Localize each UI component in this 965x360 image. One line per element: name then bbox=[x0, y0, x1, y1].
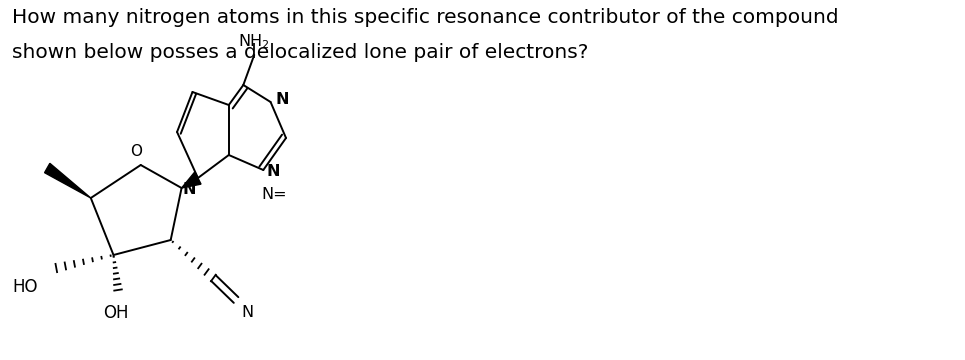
Polygon shape bbox=[181, 172, 201, 188]
Text: N: N bbox=[267, 163, 281, 179]
Text: N: N bbox=[241, 305, 254, 320]
Text: How many nitrogen atoms in this specific resonance contributor of the compound: How many nitrogen atoms in this specific… bbox=[12, 8, 839, 27]
Text: shown below posses a delocalized lone pair of electrons?: shown below posses a delocalized lone pa… bbox=[12, 43, 589, 62]
Text: HO: HO bbox=[13, 278, 39, 296]
Polygon shape bbox=[44, 163, 91, 198]
Text: OH: OH bbox=[103, 304, 129, 322]
Text: N: N bbox=[182, 182, 196, 197]
Text: O: O bbox=[130, 144, 142, 159]
Text: NH$_2$: NH$_2$ bbox=[238, 32, 270, 51]
Text: N=: N= bbox=[262, 187, 288, 202]
Text: N: N bbox=[275, 93, 289, 108]
